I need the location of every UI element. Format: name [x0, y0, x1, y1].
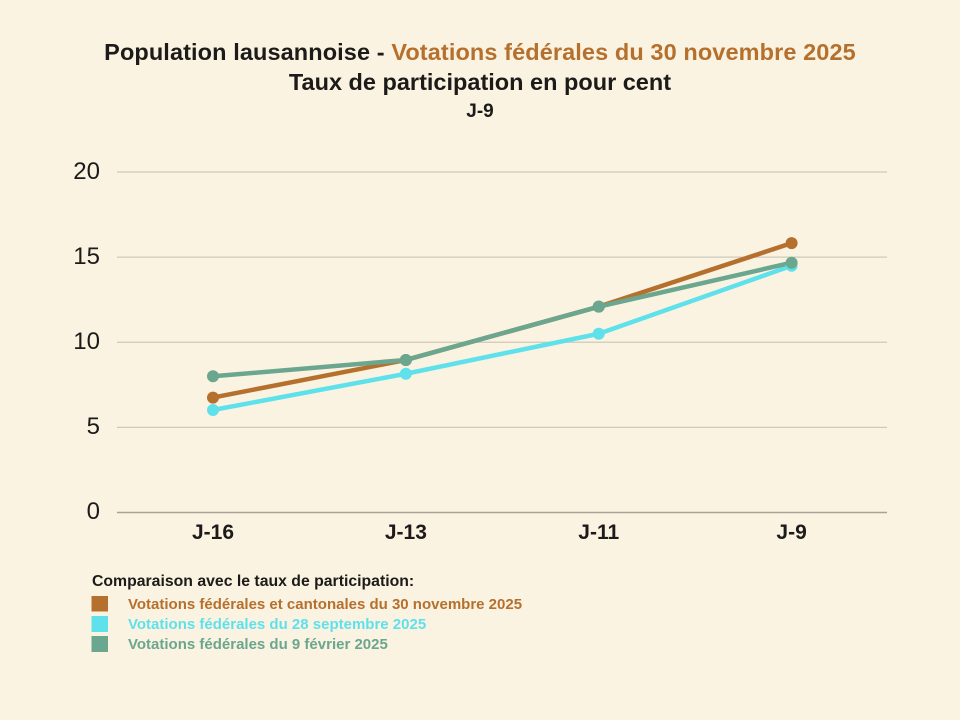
svg-text:20: 20 — [73, 158, 100, 185]
svg-text:Comparaison avec le taux de pa: Comparaison avec le taux de participatio… — [92, 573, 414, 590]
svg-text:J-11: J-11 — [578, 521, 619, 544]
svg-text:15: 15 — [73, 243, 100, 270]
svg-text:5: 5 — [87, 413, 100, 440]
svg-text:J-9: J-9 — [776, 521, 806, 544]
svg-text:Votations fédérales du 28 sept: Votations fédérales du 28 septembre 2025 — [128, 616, 426, 633]
svg-text:J-16: J-16 — [192, 521, 234, 544]
svg-text:J-13: J-13 — [385, 521, 427, 544]
svg-text:Votations fédérales du 9 févri: Votations fédérales du 9 février 2025 — [128, 636, 388, 653]
svg-text:0: 0 — [87, 498, 100, 525]
svg-text:Votations fédérales et cantona: Votations fédérales et cantonales du 30 … — [128, 596, 522, 613]
svg-text:10: 10 — [73, 328, 100, 355]
